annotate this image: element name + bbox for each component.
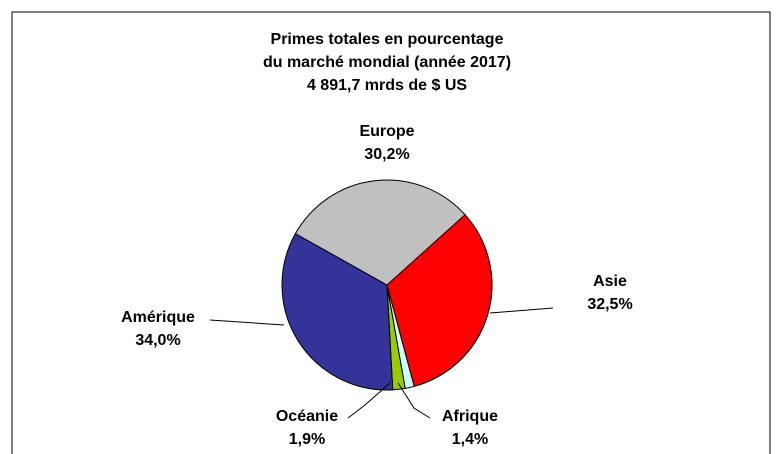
slice-label: Océanie	[276, 408, 338, 425]
slice-label: Afrique	[442, 408, 498, 425]
value-label: 34,0%	[135, 332, 180, 349]
leader-line	[347, 382, 391, 419]
value-label: 1,9%	[289, 431, 325, 448]
pie-slice	[294, 179, 466, 286]
slice-label: Europe	[359, 123, 414, 140]
value-label: 30,2%	[364, 146, 409, 163]
leader-line	[397, 382, 431, 419]
frame	[11, 11, 771, 454]
value-label: 1,4%	[452, 431, 488, 448]
leader-line	[209, 319, 285, 326]
value-label: 32,5%	[587, 296, 632, 313]
leader-line	[489, 307, 554, 314]
slice-label: Asie	[593, 273, 627, 290]
chart-title: du marché mondial (année 2017)	[263, 54, 511, 71]
chart-title: Primes totales en pourcentage	[271, 31, 504, 48]
chart-title: 4 891,7 mrds de $ US	[307, 77, 467, 94]
pie-slice	[386, 214, 493, 388]
slice-label: Amérique	[121, 309, 195, 326]
